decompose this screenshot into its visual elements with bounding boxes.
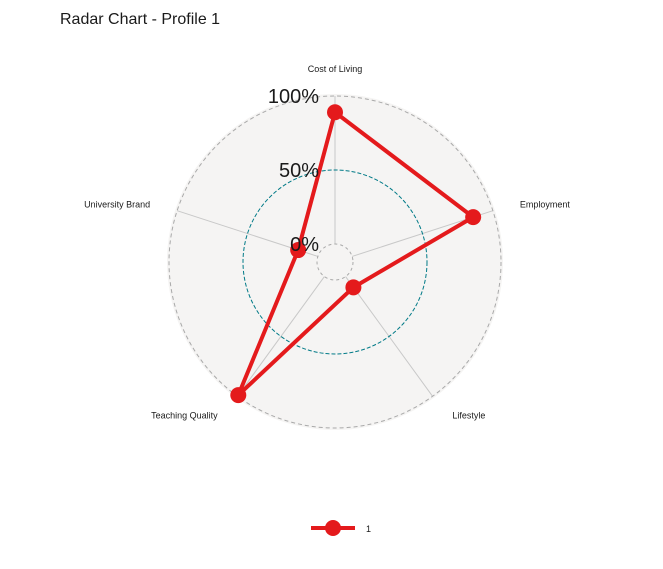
grid-ring-1	[242, 169, 428, 355]
data-point-lifestyle	[345, 279, 362, 296]
grid-label-1: 50%	[279, 160, 319, 182]
legend-label-1: 1	[366, 524, 371, 534]
axis-label-lifestyle: Lifestyle	[452, 410, 485, 420]
series-line-1	[236, 110, 476, 398]
data-point-employment	[465, 209, 482, 226]
series-layer	[230, 104, 482, 404]
axis-line-3	[237, 276, 325, 397]
axis-label-teaching-quality: Teaching Quality	[151, 410, 218, 420]
axis-label-employment: Employment	[520, 200, 571, 210]
legend: 1	[311, 520, 371, 536]
grid-label-0: 0%	[290, 234, 319, 256]
grid-ring-0	[316, 243, 354, 281]
axis-label-university-brand: University Brand	[84, 200, 150, 210]
grid-ring-2	[168, 95, 502, 429]
axis-labels: Cost of Living Employment Lifestyle Teachin…	[84, 64, 570, 420]
legend-marker-1	[325, 520, 341, 536]
grid-rings	[168, 95, 502, 429]
data-point-teaching-quality	[230, 387, 247, 404]
grid-label-2: 100%	[268, 86, 319, 108]
data-point-cost-of-living	[327, 104, 343, 121]
axis-label-cost-of-living: Cost of Living	[308, 64, 363, 74]
chart-title: Radar Chart - Profile 1	[60, 11, 221, 28]
grid-labels: 0% 50% 100%	[268, 86, 319, 256]
data-point-university-brand	[290, 242, 307, 259]
